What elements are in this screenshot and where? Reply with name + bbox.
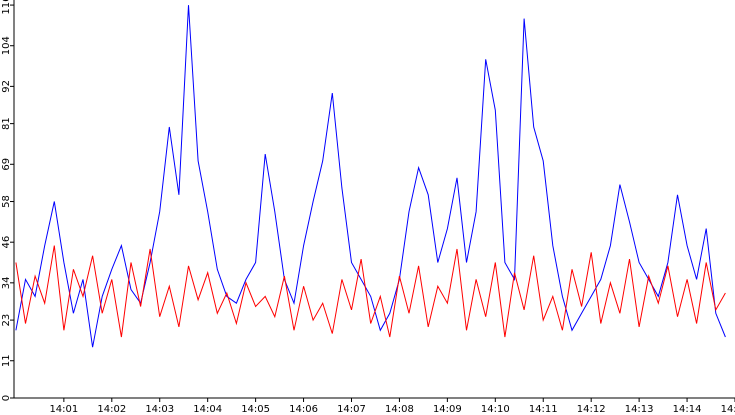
x-tick-label: 14:07 — [337, 404, 366, 415]
y-tick-label: 11 — [1, 354, 12, 367]
x-tick-label: 14:09 — [433, 404, 462, 415]
y-tick-label: 81 — [1, 117, 12, 130]
x-tick-label: 14:05 — [241, 404, 270, 415]
y-tick-label: 92 — [1, 80, 12, 93]
x-tick-label: 14:13 — [625, 404, 654, 415]
x-tick-label: 14:08 — [385, 404, 414, 415]
x-tick-label: 14:01 — [49, 404, 78, 415]
x-tick-label: 14:02 — [97, 404, 126, 415]
x-tick-label: 14:03 — [145, 404, 174, 415]
y-tick-label: 104 — [1, 36, 12, 55]
y-tick-label: 116 — [1, 0, 12, 15]
x-tick-label: 14:04 — [193, 404, 222, 415]
x-tick-label: 14:10 — [481, 404, 510, 415]
series-line — [15, 245, 726, 338]
series-line — [15, 5, 726, 348]
y-tick-label: 58 — [1, 195, 12, 208]
x-tick-label: 14:06 — [289, 404, 318, 415]
y-tick-label: 23 — [1, 314, 12, 327]
y-tick-label: 0 — [1, 395, 12, 401]
x-tick-label: 14:14 — [673, 404, 702, 415]
y-tick-label: 34 — [1, 276, 12, 289]
x-tick-label: 14:15 — [721, 404, 735, 415]
y-tick-label: 69 — [1, 158, 12, 171]
x-tick-label: 14:12 — [577, 404, 606, 415]
x-tick-label: 14:11 — [529, 404, 558, 415]
y-tick-label: 46 — [1, 236, 12, 249]
